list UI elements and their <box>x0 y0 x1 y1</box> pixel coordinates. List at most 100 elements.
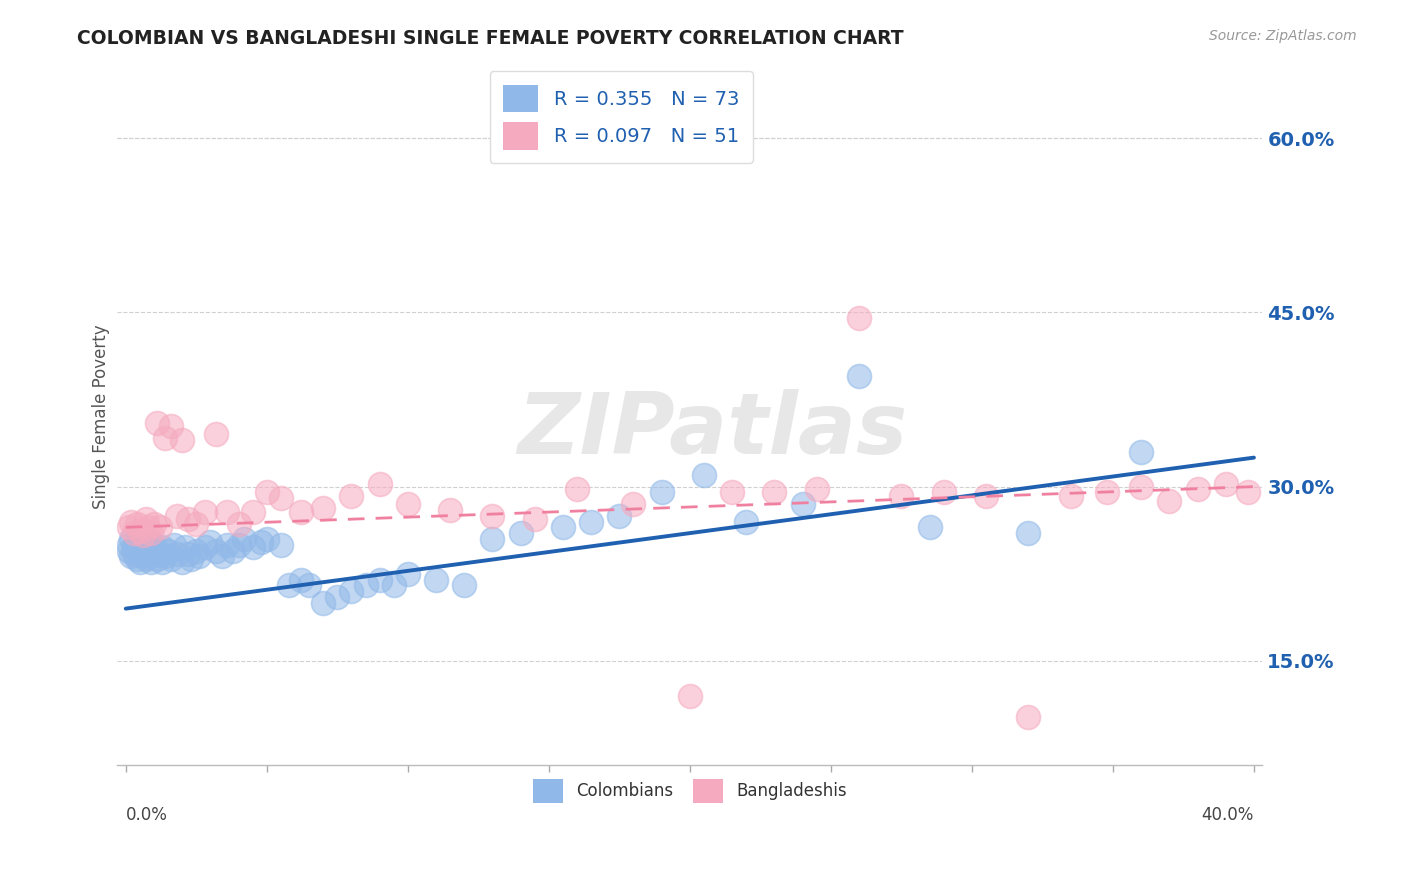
Point <box>143 516 166 531</box>
Point <box>180 551 202 566</box>
Point <box>439 503 461 517</box>
Point <box>763 485 786 500</box>
Point <box>131 528 153 542</box>
Point <box>326 590 349 604</box>
Point <box>425 573 447 587</box>
Text: 40.0%: 40.0% <box>1202 806 1254 824</box>
Point <box>523 512 546 526</box>
Point <box>806 482 828 496</box>
Point <box>382 578 405 592</box>
Point <box>177 547 200 561</box>
Point <box>242 505 264 519</box>
Point <box>125 516 148 531</box>
Point <box>149 547 172 561</box>
Point <box>157 543 180 558</box>
Point <box>217 505 239 519</box>
Point <box>146 543 169 558</box>
Point <box>174 540 197 554</box>
Point <box>932 485 955 500</box>
Point <box>1059 489 1081 503</box>
Point <box>1237 485 1260 500</box>
Point <box>1097 485 1119 500</box>
Point <box>1159 493 1181 508</box>
Legend: Colombians, Bangladeshis: Colombians, Bangladeshis <box>526 772 853 809</box>
Point <box>396 566 419 581</box>
Point <box>1130 480 1153 494</box>
Point <box>122 547 145 561</box>
Point <box>160 419 183 434</box>
Point <box>256 485 278 500</box>
Point <box>117 543 139 558</box>
Point <box>340 584 363 599</box>
Point <box>136 549 159 564</box>
Point <box>141 540 163 554</box>
Y-axis label: Single Female Poverty: Single Female Poverty <box>93 325 110 509</box>
Point <box>579 515 602 529</box>
Point <box>1130 445 1153 459</box>
Point <box>290 505 312 519</box>
Text: Source: ZipAtlas.com: Source: ZipAtlas.com <box>1209 29 1357 43</box>
Point <box>152 555 174 569</box>
Point <box>149 520 172 534</box>
Point <box>146 416 169 430</box>
Point <box>128 524 150 538</box>
Point <box>117 538 139 552</box>
Point <box>290 573 312 587</box>
Point <box>143 538 166 552</box>
Point <box>125 551 148 566</box>
Point <box>134 532 156 546</box>
Point <box>270 491 292 506</box>
Point <box>141 555 163 569</box>
Point <box>298 578 321 592</box>
Point <box>278 578 301 592</box>
Point <box>1017 526 1039 541</box>
Point <box>693 468 716 483</box>
Point <box>242 540 264 554</box>
Point <box>233 532 256 546</box>
Point <box>396 497 419 511</box>
Point <box>125 535 148 549</box>
Point <box>340 489 363 503</box>
Point <box>312 500 335 515</box>
Point <box>792 497 814 511</box>
Point <box>131 547 153 561</box>
Point <box>228 538 250 552</box>
Point <box>172 433 194 447</box>
Point <box>194 540 217 554</box>
Point <box>205 427 228 442</box>
Point <box>354 578 377 592</box>
Point <box>228 516 250 531</box>
Point <box>651 485 673 500</box>
Point <box>1017 709 1039 723</box>
Point <box>1187 482 1209 496</box>
Point <box>312 596 335 610</box>
Point <box>848 369 870 384</box>
Point <box>155 431 177 445</box>
Point <box>152 540 174 554</box>
Point <box>368 573 391 587</box>
Point <box>120 532 142 546</box>
Point <box>120 549 142 564</box>
Point <box>481 532 503 546</box>
Point <box>217 538 239 552</box>
Point <box>128 538 150 552</box>
Point <box>122 540 145 554</box>
Point <box>250 535 273 549</box>
Point <box>186 543 208 558</box>
Point <box>136 543 159 558</box>
Point <box>122 526 145 541</box>
Point <box>222 543 245 558</box>
Point <box>117 520 139 534</box>
Point <box>607 508 630 523</box>
Point <box>509 526 531 541</box>
Point <box>163 538 186 552</box>
Point <box>134 512 156 526</box>
Point <box>128 555 150 569</box>
Point <box>890 489 912 503</box>
Point <box>623 497 645 511</box>
Point <box>128 543 150 558</box>
Point <box>205 543 228 558</box>
Point <box>721 485 744 500</box>
Point <box>188 549 211 564</box>
Point <box>481 508 503 523</box>
